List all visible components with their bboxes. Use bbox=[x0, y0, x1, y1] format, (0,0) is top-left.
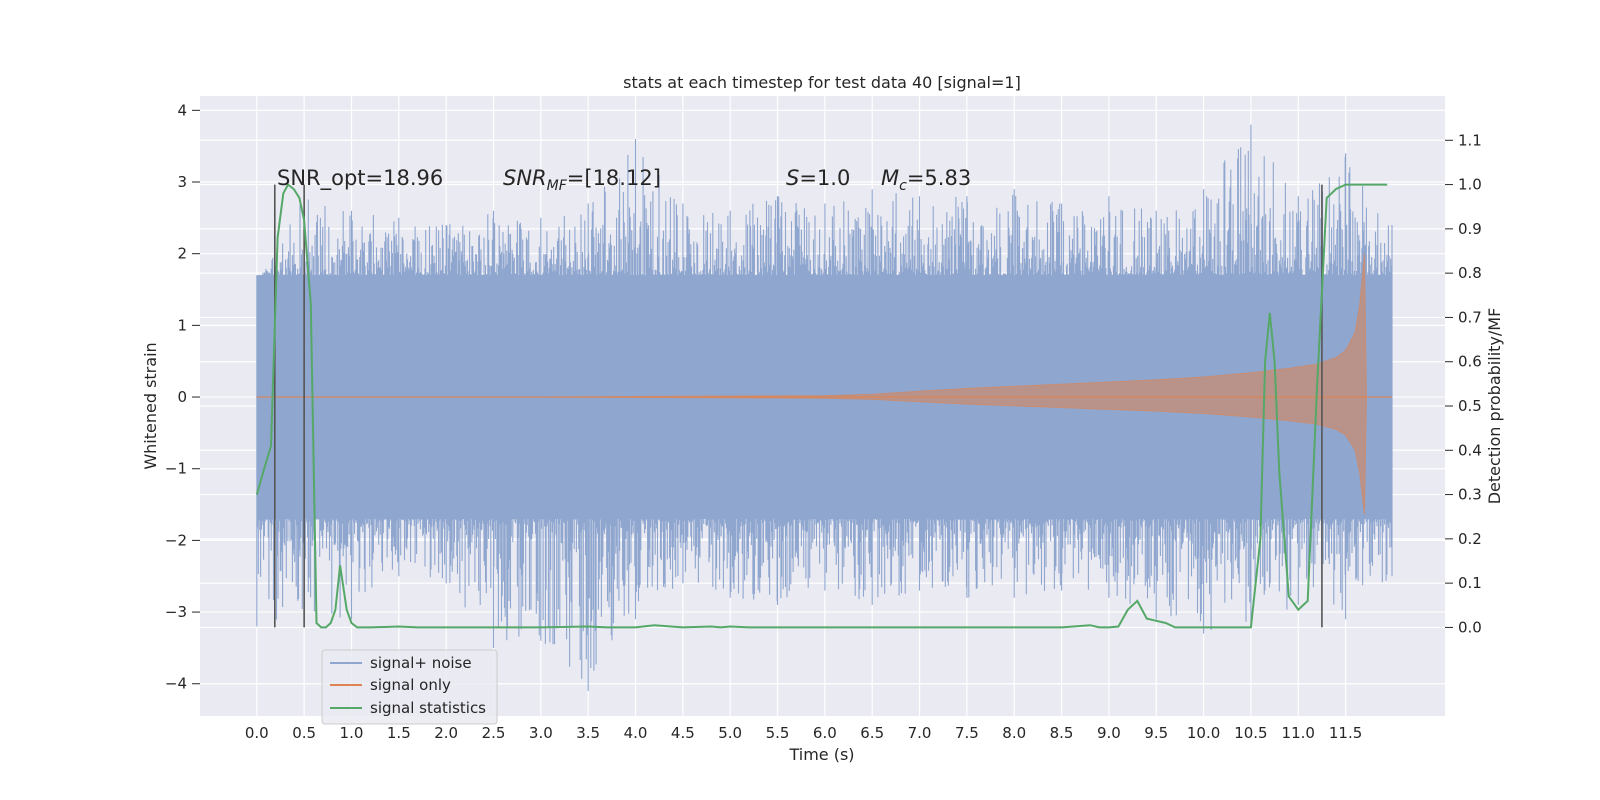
x-tick-label: 9.5 bbox=[1144, 724, 1168, 742]
y-tick-label: −3 bbox=[165, 603, 187, 621]
x-tick-label: 1.5 bbox=[387, 724, 411, 742]
annotation-s: S=1.0 bbox=[786, 166, 850, 190]
x-tick-label: 0.0 bbox=[245, 724, 269, 742]
y2-tick-label: 0.1 bbox=[1458, 574, 1482, 592]
x-tick-label: 11.5 bbox=[1329, 724, 1362, 742]
x-axis-ticks: 0.0 0.5 1.0 1.5 2.0 2.5 3.0 3.5 4.0 4.5 5.0 5.5 6.0 6… bbox=[245, 724, 1362, 742]
y-tick-label: −2 bbox=[165, 531, 187, 549]
y-axis-ticks: 4 3 2 1 0 −1 −2 −3 −4 bbox=[165, 101, 200, 693]
series-signal-only bbox=[256, 253, 1392, 515]
y2-axis-label: Detection probability/MF bbox=[1485, 308, 1504, 505]
x-tick-label: 4.0 bbox=[624, 724, 648, 742]
y2-tick-label: 1.0 bbox=[1458, 176, 1482, 194]
y-tick-label: 2 bbox=[177, 245, 187, 263]
annotation-snr-opt: SNR_opt=18.96 bbox=[277, 166, 443, 191]
legend-label-signal-noise: signal+ noise bbox=[370, 654, 472, 672]
detection-markers bbox=[273, 184, 1323, 628]
series-signal-statistics bbox=[255, 183, 1388, 629]
x-tick-label: 9.0 bbox=[1097, 724, 1121, 742]
signal-only-envelope bbox=[256, 253, 1392, 515]
legend-label-signal-statistics: signal statistics bbox=[370, 699, 486, 717]
y-tick-label: −1 bbox=[165, 460, 187, 478]
y2-tick-label: 0.9 bbox=[1458, 220, 1482, 238]
x-tick-label: 3.0 bbox=[529, 724, 553, 742]
x-tick-label: 10.0 bbox=[1187, 724, 1220, 742]
x-tick-label: 0.5 bbox=[292, 724, 316, 742]
x-tick-label: 4.5 bbox=[671, 724, 695, 742]
x-tick-label: 7.0 bbox=[908, 724, 932, 742]
y-tick-label: 1 bbox=[177, 316, 187, 334]
legend-label-signal-only: signal only bbox=[370, 676, 451, 694]
x-tick-label: 7.5 bbox=[955, 724, 979, 742]
annotation-snr-mf: SNRMF=[18.12] bbox=[503, 166, 661, 194]
y2-tick-label: 0.2 bbox=[1458, 530, 1482, 548]
y2-tick-label: 0.4 bbox=[1458, 441, 1482, 459]
y-axis-label: Whitened strain bbox=[141, 342, 160, 469]
y2-tick-label: 1.1 bbox=[1458, 131, 1482, 149]
legend: signal+ noise signal only signal statist… bbox=[321, 649, 498, 725]
y-tick-label: 3 bbox=[177, 173, 187, 191]
y2-tick-label: 0.6 bbox=[1458, 353, 1482, 371]
y2-tick-label: 0.5 bbox=[1458, 397, 1482, 415]
y-tick-label: 4 bbox=[177, 101, 187, 119]
x-tick-label: 11.0 bbox=[1282, 724, 1315, 742]
y2-tick-label: 0.8 bbox=[1458, 264, 1482, 282]
x-tick-label: 5.0 bbox=[718, 724, 742, 742]
y2-axis-ticks: 1.1 1.0 0.9 0.8 0.7 0.6 0.5 0.4 0.3 0.2 0.1 0.0 bbox=[1445, 131, 1482, 636]
x-tick-label: 8.0 bbox=[1002, 724, 1026, 742]
x-tick-label: 1.0 bbox=[340, 724, 364, 742]
x-tick-label: 2.5 bbox=[482, 724, 506, 742]
chart-title: stats at each timestep for test data 40 … bbox=[623, 73, 1021, 92]
y-tick-label: −4 bbox=[165, 675, 187, 693]
x-tick-label: 5.5 bbox=[766, 724, 790, 742]
y2-tick-label: 0.3 bbox=[1458, 486, 1482, 504]
x-tick-label: 6.5 bbox=[860, 724, 884, 742]
y2-tick-label: 0.0 bbox=[1458, 618, 1482, 636]
x-tick-label: 2.0 bbox=[434, 724, 458, 742]
y2-tick-label: 0.7 bbox=[1458, 308, 1482, 326]
annotation-mc: Mc=5.83 bbox=[881, 166, 971, 194]
x-tick-label: 8.5 bbox=[1050, 724, 1074, 742]
x-tick-label: 3.5 bbox=[576, 724, 600, 742]
y-tick-label: 0 bbox=[177, 388, 187, 406]
x-tick-label: 10.5 bbox=[1234, 724, 1267, 742]
legend-box bbox=[321, 649, 498, 725]
x-tick-label: 6.0 bbox=[813, 724, 837, 742]
x-axis-label: Time (s) bbox=[788, 745, 854, 764]
signal-statistics-line bbox=[255, 183, 1388, 629]
